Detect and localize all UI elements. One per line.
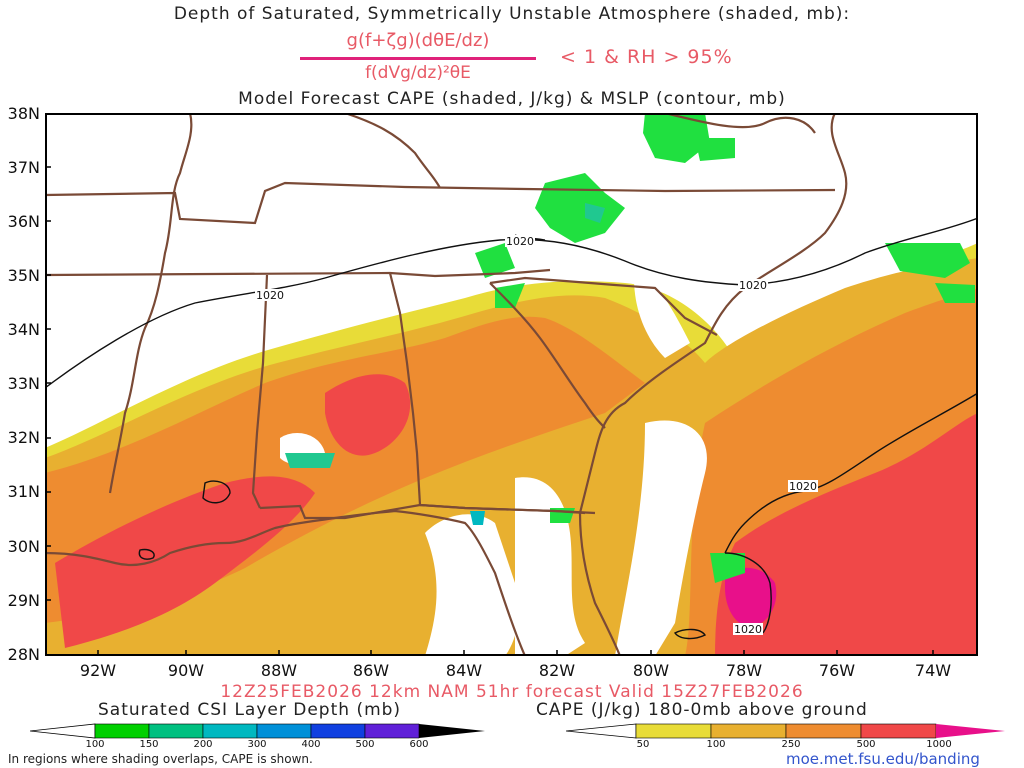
axis-ticks	[45, 113, 934, 656]
lat-label: 33N	[7, 374, 40, 393]
lon-label: 86W	[352, 661, 390, 680]
csi-tick: 600	[409, 739, 429, 750]
formula-condition: < 1 & RH > 95%	[560, 46, 733, 68]
valid-time-line: 12Z25FEB2026 12km NAM 51hr forecast Vali…	[220, 682, 804, 702]
formula-denominator: f(dVg/dz)²θE	[365, 63, 471, 83]
cape-tick: 1000	[926, 739, 952, 750]
csi-colorbar	[30, 723, 485, 739]
contour-label: 1020	[739, 279, 767, 292]
lon-label: 82W	[538, 661, 576, 680]
state-borders	[45, 113, 848, 656]
lon-label: 76W	[818, 661, 856, 680]
lat-label: 31N	[7, 482, 40, 501]
lat-label: 38N	[7, 104, 40, 123]
lon-label: 88W	[260, 661, 298, 680]
csi-tick: 100	[85, 739, 105, 750]
cape-tick: 500	[856, 739, 876, 750]
cape-tick: 100	[706, 739, 726, 750]
cape-colorbar-title: CAPE (J/kg) 180-0mb above ground	[536, 700, 868, 720]
lon-label: 78W	[725, 661, 763, 680]
lon-label: 92W	[79, 661, 117, 680]
lat-label: 30N	[7, 537, 40, 556]
map-frame	[45, 113, 978, 656]
contour-label: 1020	[789, 480, 817, 493]
lat-label: 29N	[7, 591, 40, 610]
csi-colorbar-title: Saturated CSI Layer Depth (mb)	[98, 700, 402, 720]
csi-tick: 300	[247, 739, 267, 750]
no-cape-regions	[280, 263, 707, 656]
lat-label: 32N	[7, 428, 40, 447]
lat-label: 28N	[7, 645, 40, 664]
csi-tick: 400	[301, 739, 321, 750]
cape-shading-500	[55, 374, 978, 656]
csi-tick: 200	[193, 739, 213, 750]
csi-tick: 500	[355, 739, 375, 750]
cape-shading-1000	[725, 567, 777, 628]
cape-tick: 50	[636, 739, 650, 750]
lat-label: 36N	[7, 212, 40, 231]
stability-formula: g(f+ζg)(dθE/dz) f(dVg/dz)²θE	[300, 30, 536, 86]
lat-label: 34N	[7, 320, 40, 339]
title-line-1: Depth of Saturated, Symmetrically Unstab…	[173, 4, 851, 24]
lon-label: 84W	[445, 661, 483, 680]
csi-tick: 150	[139, 739, 159, 750]
cape-tick: 250	[781, 739, 801, 750]
formula-numerator: g(f+ζg)(dθE/dz)	[346, 30, 490, 51]
contour-label: 1020	[506, 235, 534, 248]
source-url-link[interactable]: moe.met.fsu.edu/banding	[786, 750, 980, 768]
forecast-map: 1020 1020 1020 1020 1020	[45, 113, 978, 656]
lon-label: 90W	[167, 661, 205, 680]
contour-label: 1020	[256, 289, 284, 302]
lon-label: 74W	[914, 661, 952, 680]
lat-label: 37N	[7, 158, 40, 177]
title-line-3: Model Forecast CAPE (shaded, J/kg) & MSL…	[238, 89, 786, 109]
contour-label: 1020	[734, 623, 762, 636]
fraction-bar	[300, 57, 536, 60]
lon-label: 80W	[632, 661, 670, 680]
cape-colorbar	[566, 723, 1005, 739]
lat-label: 35N	[7, 266, 40, 285]
contour-labels: 1020 1020 1020 1020 1020	[255, 235, 818, 636]
overlap-note: In regions where shading overlaps, CAPE …	[8, 752, 313, 766]
